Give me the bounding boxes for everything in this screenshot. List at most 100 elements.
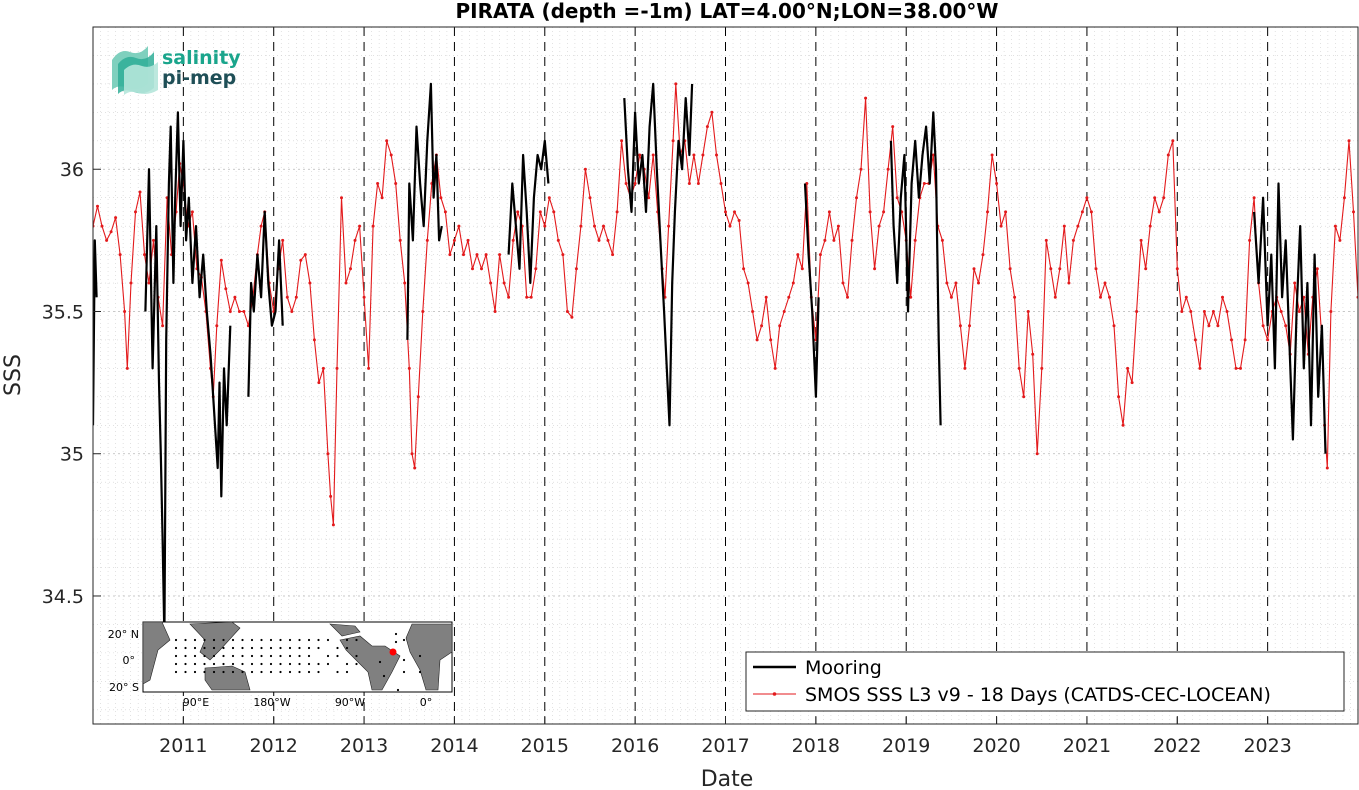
- smos-point: [1112, 324, 1116, 328]
- smos-point: [219, 258, 223, 262]
- smos-point: [329, 494, 333, 498]
- smos-point: [1338, 238, 1342, 242]
- smos-point: [308, 281, 312, 285]
- smos-point: [1329, 310, 1333, 313]
- smos-point: [1230, 338, 1233, 342]
- smos-point: [986, 210, 989, 214]
- inset-mooring-dot: [250, 662, 254, 666]
- smos-point: [416, 395, 420, 399]
- smos-point: [886, 167, 890, 171]
- smos-point: [371, 224, 375, 228]
- smos-point: [651, 153, 655, 157]
- smos-point: [913, 238, 917, 242]
- smos-point: [1004, 210, 1008, 214]
- smos-point: [285, 295, 289, 299]
- smos-point: [340, 196, 343, 200]
- mooring-segment: [623, 82, 694, 427]
- mooring-segment: [803, 183, 820, 398]
- inset-mooring-dot: [402, 658, 406, 662]
- inset-lat-20s: 20° S: [109, 681, 139, 694]
- smos-point: [489, 281, 493, 285]
- inset-mooring-dot: [269, 670, 273, 674]
- smos-point: [410, 452, 414, 456]
- smos-point: [1166, 153, 1170, 157]
- smos-point: [511, 238, 515, 242]
- smos-point: [1225, 310, 1229, 313]
- smos-point: [439, 196, 443, 200]
- mooring-segment: [889, 111, 942, 426]
- smos-point: [358, 224, 362, 228]
- smos-point: [945, 281, 949, 285]
- inset-mooring-dot: [298, 638, 301, 642]
- smos-point: [326, 452, 330, 456]
- smos-point: [480, 267, 483, 271]
- smos-point: [895, 196, 899, 200]
- smos-point: [818, 253, 822, 257]
- inset-mooring-dot: [394, 632, 398, 636]
- smos-point: [321, 366, 325, 370]
- smos-point: [413, 466, 417, 470]
- inset-mooring-dot: [231, 654, 235, 658]
- smos-point: [507, 295, 511, 299]
- smos-point: [963, 366, 967, 370]
- smos-point: [855, 196, 858, 200]
- x-tick-label: 2019: [882, 735, 930, 757]
- smos-point: [1067, 281, 1071, 285]
- smos-point: [742, 267, 746, 271]
- inset-lon-180w: 180°W: [253, 696, 290, 709]
- y-tick-label: 36: [60, 159, 84, 181]
- legend-smos-label: SMOS SSS L3 v9 - 18 Days (CATDS-CEC-LOCE…: [805, 684, 1271, 706]
- smos-point: [380, 196, 384, 200]
- smos-point: [353, 238, 357, 242]
- smos-point: [143, 253, 146, 257]
- inset-mooring-dot: [184, 654, 187, 658]
- x-tick-label: 2020: [972, 735, 1020, 757]
- inset-mooring-dot: [203, 670, 206, 674]
- smos-point: [1347, 139, 1351, 143]
- smos-point: [710, 110, 714, 114]
- smos-point: [1099, 295, 1102, 299]
- smos-point: [606, 238, 610, 242]
- smos-point: [696, 182, 700, 185]
- inset-mooring-dot: [203, 654, 206, 658]
- smos-point: [190, 210, 194, 214]
- smos-point: [1044, 238, 1048, 242]
- x-tick-label: 2014: [430, 735, 478, 757]
- mooring-segment: [247, 210, 284, 397]
- smos-point: [1080, 210, 1084, 214]
- smos-point: [1207, 324, 1211, 328]
- inset-mooring-dot: [269, 654, 273, 658]
- y-axis-label: SSS: [1, 354, 26, 396]
- inset-mooring-dot: [231, 646, 235, 650]
- inset-mooring-dot: [279, 654, 282, 658]
- smos-point: [724, 210, 727, 214]
- smos-point: [1184, 295, 1188, 299]
- smos-point: [344, 281, 348, 285]
- smos-point: [647, 196, 651, 200]
- smos-point: [1333, 224, 1337, 228]
- smos-point: [1239, 366, 1242, 370]
- smos-point: [705, 125, 709, 129]
- inset-lon-90e: 90°E: [183, 696, 209, 709]
- smos-point: [443, 210, 447, 214]
- smos-point: [990, 153, 994, 157]
- smos-point: [1279, 310, 1283, 313]
- inset-mooring-dot: [394, 640, 398, 644]
- inset-mooring-dot: [345, 646, 349, 650]
- inset-land: [142, 621, 453, 691]
- inset-mooring-dot: [269, 662, 273, 666]
- smos-point: [1261, 324, 1265, 328]
- inset-mooring-dot: [336, 654, 339, 658]
- inset-mooring-dot: [288, 654, 292, 658]
- inset-mooring-dot: [212, 662, 216, 666]
- smos-point: [1071, 238, 1075, 242]
- inset-mooring-dot: [231, 670, 235, 674]
- inset-mooring-dot: [184, 638, 187, 642]
- inset-mooring-dot: [260, 662, 263, 666]
- smos-point: [868, 210, 872, 214]
- inset-mooring-dot: [241, 638, 244, 642]
- inset-mooring-dot: [317, 638, 320, 642]
- smos-point: [841, 281, 845, 285]
- inset-mooring-dot: [174, 670, 178, 674]
- smos-point: [671, 139, 675, 143]
